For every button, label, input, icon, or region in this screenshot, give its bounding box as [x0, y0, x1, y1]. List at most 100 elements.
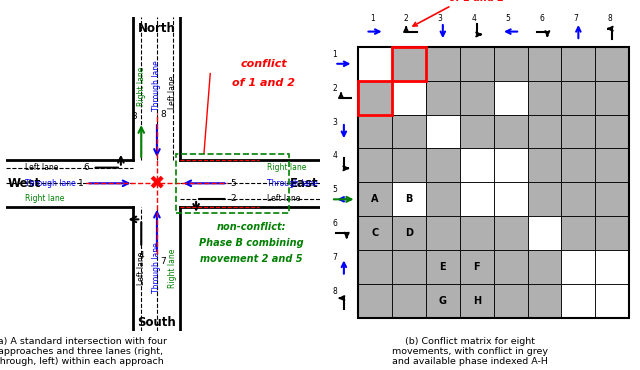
Text: 7: 7 [160, 257, 166, 266]
Text: G: G [439, 296, 447, 306]
Bar [392, 81, 426, 115]
Bar [180, 160, 337, 207]
Bar [527, 148, 561, 182]
Text: Right lane: Right lane [267, 163, 306, 172]
Text: 5: 5 [506, 14, 510, 23]
Text: B: B [405, 194, 413, 204]
Bar [392, 216, 426, 250]
Bar [561, 250, 595, 284]
Text: Left lane: Left lane [137, 251, 146, 285]
Text: Through lane: Through lane [152, 243, 161, 293]
Bar [392, 284, 426, 318]
Bar [358, 47, 392, 81]
Bar [460, 250, 493, 284]
Bar [493, 81, 527, 115]
Bar [460, 81, 493, 115]
Bar [460, 182, 493, 216]
Text: D: D [405, 228, 413, 238]
Bar [561, 182, 595, 216]
Bar [527, 81, 561, 115]
Bar [527, 250, 561, 284]
Bar [358, 250, 392, 284]
Bar [527, 182, 561, 216]
Text: 7: 7 [573, 14, 578, 23]
Text: 2: 2 [230, 195, 236, 204]
Text: Right lane: Right lane [25, 195, 65, 204]
Text: 6: 6 [540, 14, 544, 23]
Text: 2: 2 [404, 14, 408, 23]
Bar [595, 81, 629, 115]
Bar [426, 284, 460, 318]
Text: Right lane: Right lane [168, 248, 177, 287]
Text: 6: 6 [333, 219, 337, 228]
Bar [358, 182, 392, 216]
Bar [527, 284, 561, 318]
Text: 1: 1 [77, 179, 83, 188]
Text: conflict
of 1 and 2: conflict of 1 and 2 [413, 0, 504, 26]
Text: Through lane: Through lane [267, 179, 317, 188]
Bar [426, 148, 460, 182]
Text: North: North [138, 22, 176, 35]
Bar [561, 216, 595, 250]
Bar [426, 250, 460, 284]
Bar [133, 160, 180, 207]
Text: ✖: ✖ [148, 174, 165, 193]
Bar [392, 148, 426, 182]
Bar [358, 81, 392, 115]
Bar [392, 250, 426, 284]
Bar [6, 160, 133, 207]
Text: (b) Conflict matrix for eight
movements, with conflict in grey
and available pha: (b) Conflict matrix for eight movements,… [392, 337, 548, 367]
Bar [493, 250, 527, 284]
Bar [358, 216, 392, 250]
Text: conflict: conflict [240, 59, 287, 69]
Text: 4: 4 [333, 151, 337, 161]
Bar [561, 148, 595, 182]
Bar [595, 47, 629, 81]
Bar [561, 47, 595, 81]
Text: of 1 and 2: of 1 and 2 [232, 78, 295, 88]
Text: 3: 3 [333, 118, 337, 127]
Text: H: H [473, 296, 481, 306]
Bar [527, 47, 561, 81]
Bar [527, 115, 561, 148]
Text: Left lane: Left lane [168, 76, 177, 109]
Text: C: C [371, 228, 379, 238]
Text: 2: 2 [333, 84, 337, 92]
Bar [493, 216, 527, 250]
Text: Through lane: Through lane [152, 61, 161, 111]
Bar [561, 115, 595, 148]
Bar [392, 47, 426, 81]
Text: Left lane: Left lane [25, 163, 59, 172]
Bar [392, 47, 426, 81]
Bar [392, 182, 426, 216]
Bar [460, 115, 493, 148]
Bar [460, 216, 493, 250]
Bar [493, 47, 527, 81]
Text: movement 2 and 5: movement 2 and 5 [200, 253, 302, 263]
Text: (a) A standard intersection with four
approaches and three lanes (right,
through: (a) A standard intersection with four ap… [0, 337, 166, 367]
Bar [561, 284, 595, 318]
Bar [595, 115, 629, 148]
Text: Right lane: Right lane [137, 66, 146, 106]
Bar [358, 148, 392, 182]
Text: 5: 5 [333, 185, 337, 194]
Bar [358, 47, 629, 318]
Bar [426, 216, 460, 250]
Bar [358, 81, 392, 115]
Text: 3: 3 [438, 14, 443, 23]
Text: 3: 3 [131, 112, 136, 121]
Text: 8: 8 [160, 110, 166, 119]
Text: 4: 4 [138, 251, 144, 260]
Text: Phase B combining: Phase B combining [198, 238, 303, 248]
Text: 6: 6 [84, 163, 90, 172]
Bar [358, 115, 392, 148]
Text: 8: 8 [333, 287, 337, 296]
Bar [527, 216, 561, 250]
Bar [493, 115, 527, 148]
Bar [358, 284, 392, 318]
Text: 1: 1 [370, 14, 375, 23]
Bar [595, 148, 629, 182]
Text: Left lane: Left lane [267, 195, 300, 204]
Bar [561, 81, 595, 115]
Text: non-conflict:: non-conflict: [216, 222, 285, 232]
